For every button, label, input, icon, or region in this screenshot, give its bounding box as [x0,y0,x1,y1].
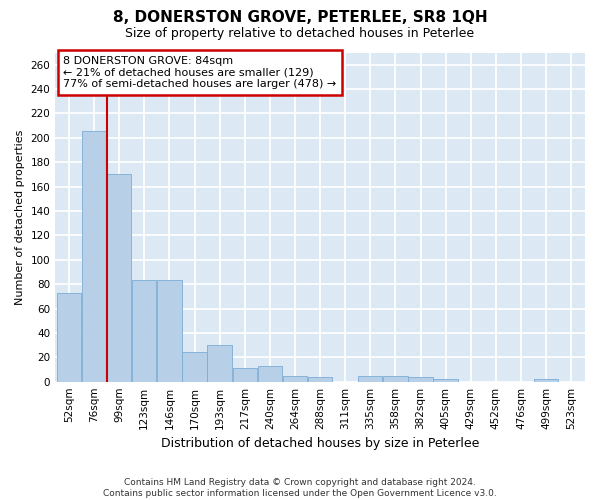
Bar [208,345,232,382]
Bar [383,376,407,382]
Bar [182,352,207,382]
Text: Size of property relative to detached houses in Peterlee: Size of property relative to detached ho… [125,28,475,40]
Bar [534,379,558,382]
Text: 8, DONERSTON GROVE, PETERLEE, SR8 1QH: 8, DONERSTON GROVE, PETERLEE, SR8 1QH [113,10,487,25]
Bar [409,377,433,382]
Bar [157,280,182,382]
Bar [132,280,157,382]
Text: 8 DONERSTON GROVE: 84sqm
← 21% of detached houses are smaller (129)
77% of semi-: 8 DONERSTON GROVE: 84sqm ← 21% of detach… [63,56,337,89]
Bar [57,292,81,382]
Bar [308,377,332,382]
Bar [107,174,131,382]
Bar [233,368,257,382]
Bar [82,130,106,382]
Bar [358,376,382,382]
Bar [433,379,458,382]
Y-axis label: Number of detached properties: Number of detached properties [15,130,25,305]
Text: Contains HM Land Registry data © Crown copyright and database right 2024.
Contai: Contains HM Land Registry data © Crown c… [103,478,497,498]
Bar [283,376,307,382]
X-axis label: Distribution of detached houses by size in Peterlee: Distribution of detached houses by size … [161,437,479,450]
Bar [257,366,282,382]
